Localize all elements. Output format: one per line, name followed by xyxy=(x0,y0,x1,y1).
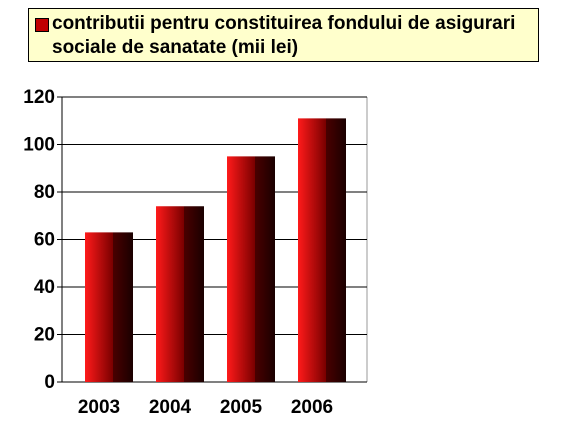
y-tick-label: 80 xyxy=(34,182,55,203)
legend: contributii pentru constituirea fondului… xyxy=(28,8,539,62)
bar xyxy=(85,232,133,382)
legend-swatch xyxy=(35,18,49,32)
bar xyxy=(298,118,346,382)
legend-label: contributii pentru constituirea fondului… xyxy=(52,13,516,58)
x-tick-label: 2003 xyxy=(78,397,120,418)
bar xyxy=(156,206,204,382)
y-tick-label: 40 xyxy=(34,277,55,298)
x-tick-label: 2006 xyxy=(291,397,333,418)
y-tick-label: 60 xyxy=(34,230,55,251)
y-tick-label: 100 xyxy=(23,135,55,156)
y-tick-label: 120 xyxy=(23,87,55,108)
x-tick-label: 2005 xyxy=(220,397,263,418)
bar xyxy=(227,156,275,382)
y-tick-label: 20 xyxy=(34,325,55,346)
y-tick-label: 0 xyxy=(44,372,55,393)
x-tick-label: 2004 xyxy=(149,397,192,418)
